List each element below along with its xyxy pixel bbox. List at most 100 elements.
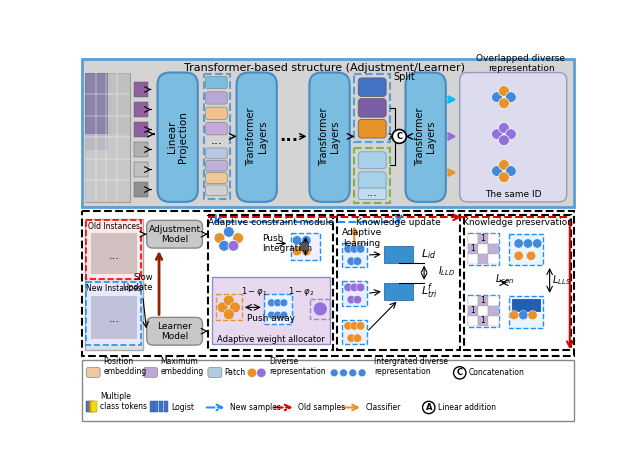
- Text: ...: ...: [108, 251, 119, 261]
- Bar: [88, 401, 95, 412]
- Circle shape: [344, 322, 353, 330]
- Bar: [513, 299, 540, 311]
- Circle shape: [292, 247, 301, 256]
- Circle shape: [228, 240, 239, 251]
- Circle shape: [280, 311, 288, 319]
- Circle shape: [506, 129, 516, 139]
- Text: Logist: Logist: [172, 403, 195, 412]
- Bar: [84, 219, 143, 350]
- Text: Intergrated diverse
representation: Intergrated diverse representation: [374, 357, 449, 377]
- Circle shape: [330, 369, 338, 377]
- Circle shape: [528, 310, 537, 320]
- Bar: [342, 281, 367, 306]
- Bar: [208, 215, 333, 350]
- Bar: [91, 401, 97, 412]
- Bar: [91, 233, 136, 274]
- Bar: [108, 72, 129, 134]
- Circle shape: [347, 257, 355, 266]
- Bar: [478, 244, 488, 254]
- Circle shape: [301, 236, 311, 245]
- Bar: [86, 282, 141, 345]
- Circle shape: [274, 311, 282, 319]
- Bar: [84, 134, 130, 202]
- Circle shape: [301, 247, 311, 256]
- Text: Slow
Update: Slow Update: [122, 273, 153, 292]
- Bar: [478, 316, 488, 326]
- Text: Transformer
Layers: Transformer Layers: [319, 108, 340, 167]
- Bar: [310, 299, 330, 319]
- Circle shape: [340, 369, 348, 377]
- Bar: [83, 211, 573, 356]
- Text: Adaptive
learning: Adaptive learning: [342, 228, 382, 248]
- Text: Transformer
Layers: Transformer Layers: [246, 108, 268, 167]
- Bar: [468, 254, 478, 264]
- Text: Knowledge update: Knowledge update: [356, 218, 441, 227]
- Bar: [509, 234, 543, 265]
- Circle shape: [223, 309, 234, 320]
- Circle shape: [514, 251, 524, 260]
- FancyBboxPatch shape: [143, 367, 157, 377]
- Bar: [468, 296, 478, 306]
- Text: Patch: Patch: [224, 368, 245, 377]
- Bar: [134, 102, 148, 117]
- Bar: [134, 162, 148, 177]
- FancyBboxPatch shape: [205, 160, 227, 171]
- Text: The same ID: The same ID: [485, 189, 541, 198]
- Bar: [86, 220, 141, 279]
- Circle shape: [223, 295, 234, 306]
- Text: Linear
Projection: Linear Projection: [167, 111, 188, 163]
- Circle shape: [292, 236, 301, 245]
- Circle shape: [499, 123, 509, 133]
- FancyBboxPatch shape: [358, 119, 386, 138]
- Text: New samples: New samples: [230, 403, 280, 412]
- Text: ...: ...: [108, 314, 119, 324]
- Bar: [468, 316, 478, 326]
- Bar: [83, 60, 573, 207]
- Circle shape: [509, 310, 518, 320]
- Circle shape: [506, 92, 516, 102]
- Bar: [164, 401, 168, 412]
- Circle shape: [392, 129, 406, 143]
- Circle shape: [257, 368, 266, 377]
- Circle shape: [499, 86, 509, 96]
- Bar: [509, 296, 543, 328]
- Text: Position
embedding: Position embedding: [103, 357, 147, 377]
- Bar: [384, 246, 413, 263]
- Circle shape: [499, 135, 509, 146]
- Bar: [154, 401, 158, 412]
- Circle shape: [349, 369, 356, 377]
- Bar: [300, 242, 308, 249]
- Bar: [467, 295, 499, 327]
- Circle shape: [499, 159, 509, 170]
- FancyBboxPatch shape: [205, 123, 227, 135]
- FancyBboxPatch shape: [358, 152, 386, 169]
- FancyBboxPatch shape: [358, 172, 386, 189]
- FancyBboxPatch shape: [147, 317, 202, 345]
- Circle shape: [344, 283, 353, 292]
- FancyBboxPatch shape: [208, 367, 222, 377]
- Circle shape: [350, 322, 358, 330]
- Text: $L_{id}$: $L_{id}$: [421, 248, 436, 261]
- Circle shape: [268, 311, 275, 319]
- Text: Overlapped diverse
representation: Overlapped diverse representation: [476, 54, 566, 73]
- Circle shape: [353, 334, 362, 342]
- Bar: [216, 294, 242, 320]
- Circle shape: [499, 98, 509, 109]
- Circle shape: [313, 302, 327, 316]
- Bar: [488, 254, 499, 264]
- Circle shape: [492, 166, 502, 177]
- Text: C: C: [457, 368, 463, 377]
- Text: 1: 1: [481, 234, 485, 243]
- Bar: [264, 294, 292, 324]
- Bar: [478, 234, 488, 244]
- Text: New Instances: New Instances: [86, 284, 141, 293]
- Circle shape: [214, 233, 225, 243]
- Bar: [342, 243, 367, 268]
- Bar: [84, 72, 108, 149]
- Bar: [150, 401, 154, 412]
- Bar: [488, 234, 499, 244]
- FancyBboxPatch shape: [205, 185, 227, 196]
- Circle shape: [506, 166, 516, 177]
- Text: Diverse
representation: Diverse representation: [269, 357, 326, 377]
- Bar: [342, 320, 367, 344]
